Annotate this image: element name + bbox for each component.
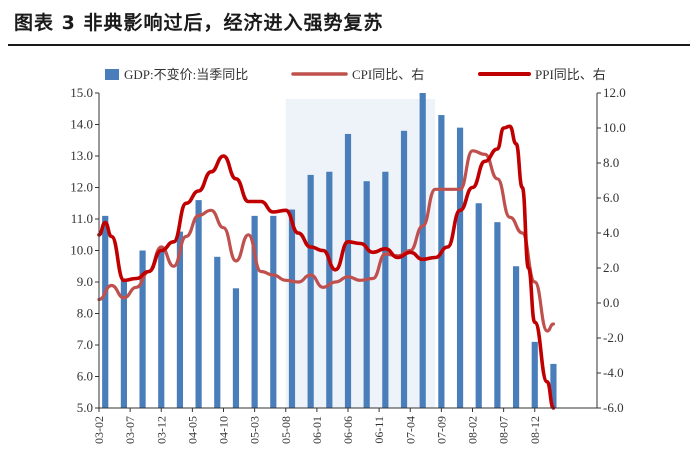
- y-right-tick-label-9: 12.0: [603, 85, 626, 100]
- y-right-tick-label-1: -4.0: [603, 365, 624, 380]
- y-left-tick-label-3: 8.0: [77, 306, 93, 321]
- x-tick-label-6: 05-08: [279, 416, 293, 444]
- gdp-bar-15: [382, 171, 389, 408]
- axes: 5.0 6.0 7.0 8.0 9.0 10.0 11.0 12.0 13.0 14.0 15.0 -…: [70, 85, 626, 444]
- gdp-bar-19: [456, 127, 464, 409]
- legend-label-ppi: PPI同比、右: [535, 67, 606, 82]
- ppi-series-path: [97, 124, 556, 410]
- x-tick-label-2: 03-12: [154, 416, 168, 444]
- gdp-bar-7: [232, 288, 240, 408]
- legend: GDP:不变价:当季同比 CPI同比、右 PPI同比、右: [105, 67, 606, 82]
- y-left-tick-label-7: 12.0: [70, 180, 93, 195]
- gdp-bar-18: [438, 115, 445, 409]
- gdp-bar-14: [363, 181, 370, 408]
- x-tick-label-0: 03-02: [92, 416, 106, 444]
- gdp-bar-16: [400, 130, 408, 409]
- gdp-bar-5: [195, 200, 202, 408]
- y-right-tick-label-6: 6.0: [603, 190, 619, 205]
- cpi-line: [97, 149, 555, 333]
- x-tick-label-7: 06-01: [310, 416, 324, 444]
- y-left-tick-label-0: 5.0: [77, 400, 93, 415]
- gdp-bar-22: [512, 266, 520, 408]
- x-tick-label-11: 07-09: [434, 416, 448, 444]
- y-left-tick-label-6: 11.0: [71, 211, 93, 226]
- chart-title: 图表 3 非典影响过后，经济进入强势复苏: [14, 12, 384, 34]
- y-right-tick-label-2: -2.0: [603, 330, 624, 345]
- y-left-tick-label-10: 15.0: [70, 85, 93, 100]
- gdp-bar-9: [270, 215, 277, 408]
- x-tick-label-14: 08-12: [528, 416, 542, 444]
- gdp-bar-0: [102, 215, 109, 408]
- gdp-bar-13: [344, 133, 352, 408]
- x-tick-label-10: 07-04: [403, 416, 417, 444]
- gdp-bar-20: [475, 203, 482, 408]
- y-left-tick-label-4: 9.0: [77, 274, 93, 289]
- gdp-bar-17: [419, 93, 426, 408]
- gdp-bar-8: [251, 215, 258, 408]
- gdp-bar-11: [307, 174, 314, 408]
- ppi-line: [97, 124, 556, 410]
- x-tick-label-8: 06-06: [341, 416, 355, 444]
- gdp-bar-1: [120, 278, 127, 408]
- x-tick-label-4: 04-10: [217, 416, 231, 444]
- y-right-tick-label-5: 4.0: [603, 225, 619, 240]
- y-right-tick-label-8: 10.0: [603, 120, 626, 135]
- gdp-bar-4: [176, 231, 184, 408]
- y-right-tick-label-0: -6.0: [603, 400, 624, 415]
- gdp-bar-3: [158, 250, 165, 408]
- x-tick-label-3: 04-05: [185, 416, 199, 444]
- gdp-bar-24: [550, 363, 557, 408]
- cpi-series-path: [97, 149, 555, 333]
- x-tick-label-12: 08-02: [466, 416, 480, 444]
- legend-swatch-gdp: [105, 69, 119, 80]
- gdp-bar-21: [494, 222, 501, 408]
- y-right-tick-label-4: 2.0: [603, 260, 619, 275]
- y-left-tick-label-1: 6.0: [77, 369, 93, 384]
- x-tick-label-1: 03-07: [123, 416, 137, 444]
- y-right-tick-label-7: 8.0: [603, 155, 619, 170]
- gdp-bar-10: [288, 209, 296, 408]
- gdp-bars: [102, 93, 557, 409]
- y-left-tick-label-8: 13.0: [70, 148, 93, 163]
- x-tick-label-9: 06-11: [372, 416, 386, 444]
- legend-label-gdp: GDP:不变价:当季同比: [124, 67, 248, 82]
- y-right-tick-label-3: 0.0: [603, 295, 619, 310]
- gdp-bar-2: [139, 250, 146, 408]
- y-left-tick-label-5: 10.0: [70, 243, 93, 258]
- x-tick-label-5: 05-03: [248, 416, 262, 444]
- x-tick-label-13: 08-07: [497, 416, 511, 444]
- gdp-bar-12: [326, 171, 333, 408]
- y-left-tick-label-9: 14.0: [70, 117, 93, 132]
- gdp-bar-23: [531, 341, 538, 408]
- y-left-tick-label-2: 7.0: [77, 337, 93, 352]
- gdp-bar-6: [214, 256, 221, 408]
- title-rule: [8, 44, 690, 46]
- legend-label-cpi: CPI同比、右: [352, 67, 424, 82]
